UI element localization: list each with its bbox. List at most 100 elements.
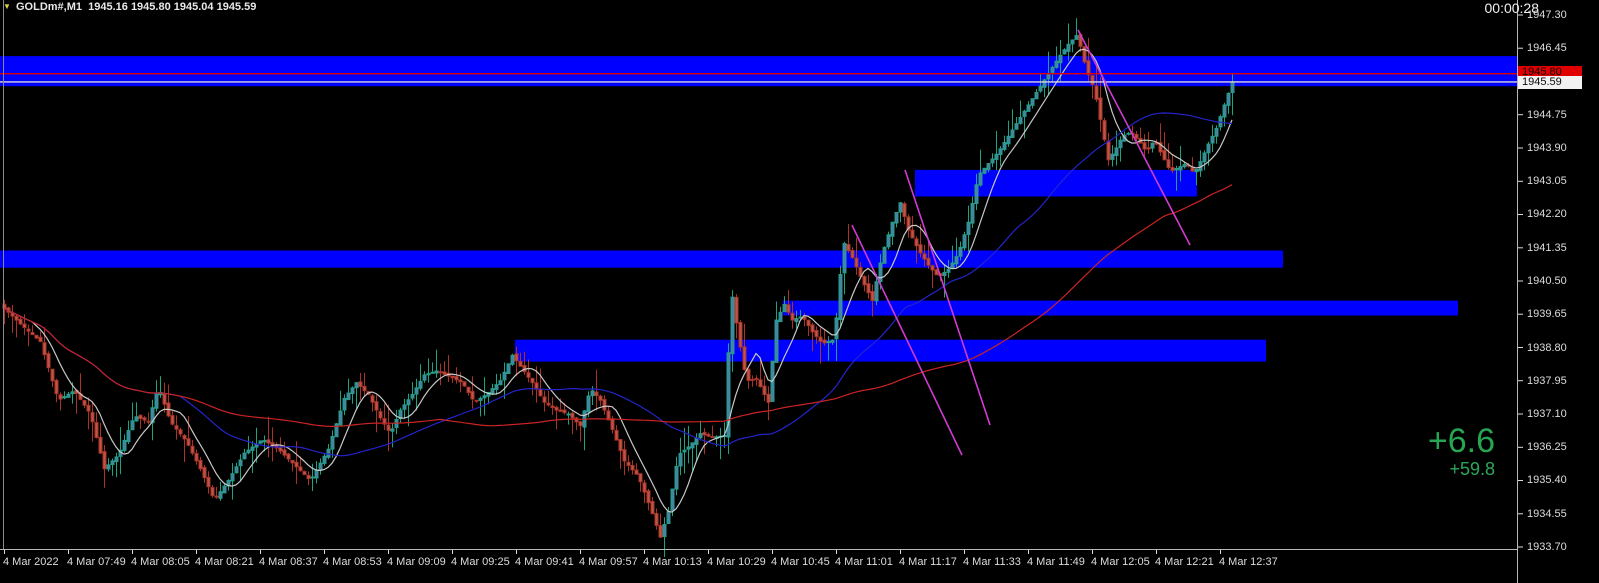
- candle-body: [130, 420, 135, 431]
- time-axis-label: 4 Mar 11:17: [899, 556, 957, 568]
- candle-body: [1086, 60, 1091, 76]
- candle-body: [542, 396, 547, 403]
- candle-body: [794, 318, 799, 323]
- candle-body: [410, 393, 415, 399]
- candle-body: [426, 373, 431, 376]
- candle-body: [382, 418, 387, 425]
- candle-body: [342, 397, 347, 411]
- candle-body: [1182, 164, 1187, 168]
- candle-body: [694, 437, 699, 445]
- candle-body: [126, 430, 131, 443]
- candle-body: [958, 246, 963, 257]
- candle-body: [974, 184, 979, 205]
- price-axis-label: 1941.35: [1527, 242, 1567, 254]
- candle-body: [206, 476, 211, 488]
- candle-body: [334, 423, 339, 438]
- candle-body: [854, 257, 859, 268]
- candle-body: [738, 322, 743, 348]
- zone-rectangle[interactable]: [783, 300, 1458, 316]
- candle-body: [646, 490, 651, 504]
- price-axis-label: 1939.65: [1527, 308, 1567, 320]
- candle-body: [746, 368, 751, 381]
- candle-body: [910, 229, 915, 239]
- zone-rectangle[interactable]: [0, 56, 1517, 87]
- candle-body: [1142, 142, 1147, 150]
- moving-average-mid: [3, 112, 1233, 457]
- candle-body: [470, 391, 475, 400]
- candle-body: [862, 276, 867, 286]
- candle-body: [1210, 135, 1215, 144]
- trendline[interactable]: [904, 169, 991, 426]
- candle-body: [1022, 110, 1027, 117]
- candle-body: [574, 417, 579, 423]
- candle-body: [122, 439, 127, 451]
- candle-body: [538, 388, 543, 397]
- candle-body: [870, 291, 875, 301]
- candle-body: [370, 395, 375, 403]
- candle-body: [662, 524, 667, 537]
- time-axis-label: 4 Mar 09:25: [451, 556, 510, 568]
- candle-body: [518, 360, 523, 367]
- trendline[interactable]: [851, 224, 963, 456]
- candle-body: [1054, 60, 1059, 68]
- candle-body: [1018, 117, 1023, 124]
- candle-body: [654, 513, 659, 526]
- candle-countdown-timer: 00:00:28: [1484, 0, 1540, 16]
- candle-body: [202, 467, 207, 479]
- candle-body: [1042, 79, 1047, 88]
- candle-body: [318, 462, 323, 471]
- candle-body: [442, 371, 447, 375]
- candle-body: [946, 268, 951, 273]
- candle-body: [190, 445, 195, 454]
- price-axis-label: 1940.50: [1527, 275, 1567, 287]
- candle-body: [802, 316, 807, 320]
- candle-body: [758, 379, 763, 388]
- candle-body: [682, 449, 687, 453]
- candle-body: [1126, 132, 1131, 135]
- candle-body: [498, 380, 503, 386]
- candle-body: [698, 433, 703, 439]
- candle-body: [1102, 120, 1107, 141]
- zone-rectangle[interactable]: [915, 169, 1197, 197]
- candle-body: [1174, 168, 1179, 171]
- candle-body: [934, 269, 939, 276]
- candle-body: [778, 311, 783, 323]
- candle-body: [186, 438, 191, 446]
- candle-body: [734, 296, 739, 324]
- zone-rectangle[interactable]: [515, 339, 1266, 362]
- ohlc-expander-icon[interactable]: ▼: [3, 2, 11, 11]
- candle-body: [882, 246, 887, 264]
- candle-body: [1178, 166, 1183, 171]
- candle-body: [962, 234, 967, 249]
- candle-body: [890, 221, 895, 237]
- time-axis-label: 4 Mar 07:49: [67, 556, 126, 568]
- candle-body: [294, 461, 299, 468]
- candle-body: [562, 409, 567, 414]
- candle-body: [762, 385, 767, 396]
- candle-body: [358, 381, 363, 388]
- candle-body: [782, 304, 787, 313]
- candle-body: [526, 372, 531, 378]
- price-axis-label: 1937.95: [1527, 375, 1567, 387]
- candle-body: [438, 371, 443, 374]
- time-axis-label: 4 Mar 10:13: [643, 556, 702, 568]
- time-axis-label: 4 Mar 08:05: [131, 556, 190, 568]
- candle-body: [234, 466, 239, 474]
- candle-body: [1046, 73, 1051, 80]
- candle-body: [414, 387, 419, 395]
- candle-body: [618, 439, 623, 452]
- candle-body: [858, 267, 863, 277]
- candle-body: [282, 449, 287, 456]
- candle-body: [42, 342, 47, 356]
- candle-body: [566, 413, 571, 416]
- zone-rectangle[interactable]: [0, 250, 1283, 268]
- candle-body: [474, 399, 479, 402]
- candle-body: [978, 172, 983, 186]
- candle-body: [1010, 129, 1015, 138]
- candle-body: [478, 397, 483, 401]
- trendline[interactable]: [1077, 29, 1191, 246]
- candle-body: [598, 395, 603, 401]
- candle-body: [838, 274, 843, 320]
